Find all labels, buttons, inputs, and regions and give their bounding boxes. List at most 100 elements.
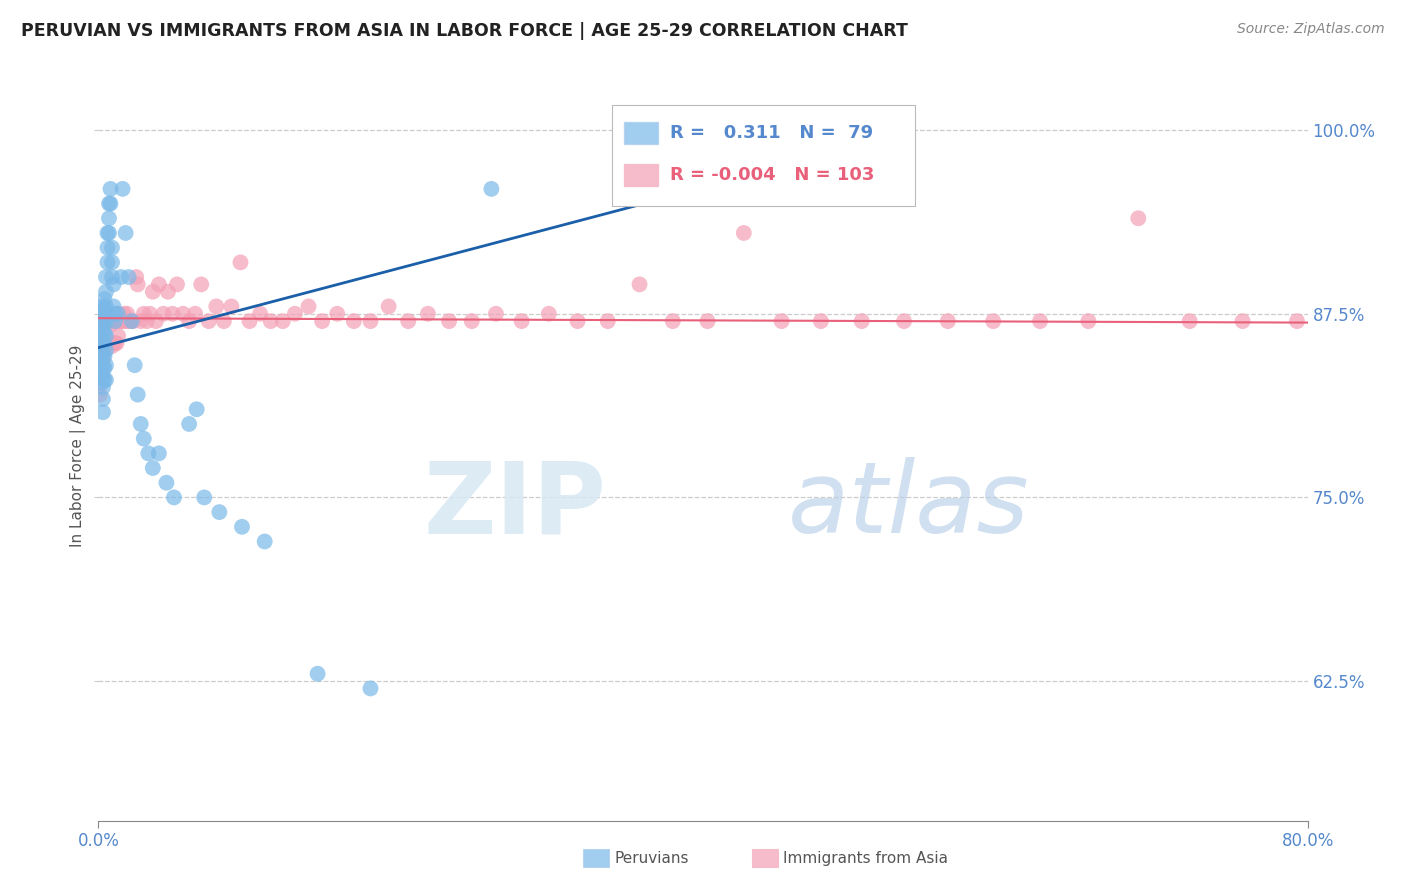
Point (104, 307, 127, 321)
Point (271, 314, 294, 328)
Point (770, 314, 793, 328)
Point (127, 277, 149, 292)
Point (1029, 314, 1052, 328)
FancyBboxPatch shape (624, 121, 658, 144)
Point (93, 337, 115, 351)
Text: Peruvians: Peruvians (614, 851, 689, 865)
Point (96, 226, 118, 240)
Point (111, 182, 134, 196)
FancyBboxPatch shape (624, 163, 658, 186)
Point (94, 373, 117, 387)
Point (93, 326, 115, 340)
Point (208, 505, 231, 519)
Point (96, 314, 118, 328)
Point (121, 314, 143, 328)
Point (110, 314, 132, 328)
Point (100, 182, 122, 196)
Point (461, 314, 484, 328)
Point (297, 300, 319, 314)
Point (231, 520, 253, 534)
Point (148, 277, 170, 292)
FancyBboxPatch shape (613, 105, 915, 206)
Point (103, 314, 125, 328)
Point (91, 351, 114, 365)
Point (89, 328, 111, 343)
Point (107, 307, 129, 321)
Point (260, 314, 283, 328)
Point (485, 307, 508, 321)
Point (112, 307, 135, 321)
Point (114, 226, 136, 240)
Point (1357, 314, 1379, 328)
Point (91, 334, 114, 349)
Point (94, 332, 117, 346)
Point (396, 314, 419, 328)
Point (90, 328, 112, 343)
Point (1232, 314, 1254, 328)
Point (108, 314, 131, 328)
Point (132, 432, 155, 446)
Point (91, 370, 114, 384)
Point (101, 270, 124, 285)
Point (596, 314, 619, 328)
Point (118, 270, 141, 285)
Point (93, 314, 115, 328)
Point (129, 314, 152, 328)
Point (91, 323, 114, 337)
Point (145, 314, 167, 328)
Point (100, 314, 122, 328)
Y-axis label: In Labor Force | Age 25-29: In Labor Force | Age 25-29 (70, 345, 86, 547)
Text: R = -0.004   N = 103: R = -0.004 N = 103 (671, 166, 875, 184)
Point (89, 387, 111, 401)
Point (90, 337, 112, 351)
Point (142, 285, 165, 299)
Point (1285, 314, 1308, 328)
Point (94, 358, 117, 372)
Point (326, 307, 349, 321)
Point (101, 317, 124, 331)
Point (115, 307, 138, 321)
Point (93, 292, 115, 306)
Point (567, 314, 589, 328)
Point (205, 300, 228, 314)
Point (1386, 491, 1406, 505)
Point (360, 314, 382, 328)
Point (197, 314, 219, 328)
Point (110, 270, 132, 285)
Point (284, 307, 307, 321)
Point (91, 321, 114, 335)
Point (98, 226, 121, 240)
Point (93, 373, 115, 387)
Point (90, 366, 112, 380)
Point (90, 358, 112, 372)
Point (118, 314, 141, 328)
Point (101, 241, 124, 255)
Point (101, 339, 124, 353)
Point (90, 376, 112, 390)
Point (91, 405, 114, 419)
Point (1372, 314, 1395, 328)
Point (1379, 314, 1402, 328)
Point (1341, 314, 1364, 328)
Point (129, 417, 152, 431)
Point (96, 255, 118, 269)
Point (91, 358, 114, 372)
Point (1128, 211, 1150, 226)
Point (1178, 314, 1201, 328)
Point (90, 321, 112, 335)
Point (94, 285, 117, 299)
Point (377, 300, 399, 314)
Point (105, 314, 128, 328)
Point (1077, 314, 1099, 328)
Point (91, 314, 114, 328)
Point (93, 302, 115, 317)
Point (155, 475, 177, 490)
Point (148, 446, 170, 460)
Point (696, 314, 718, 328)
Point (90, 300, 112, 314)
Point (100, 196, 122, 211)
Text: Source: ZipAtlas.com: Source: ZipAtlas.com (1237, 22, 1385, 37)
Point (107, 307, 129, 321)
Point (91, 380, 114, 394)
Point (89, 307, 111, 321)
